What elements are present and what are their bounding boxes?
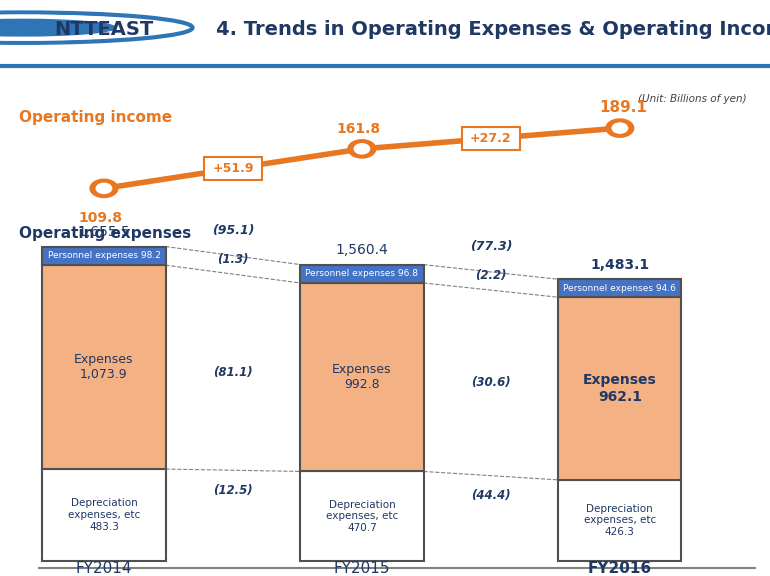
Text: Personnel expenses 98.2: Personnel expenses 98.2 [48, 251, 160, 260]
Text: 1,655.5: 1,655.5 [78, 225, 130, 239]
FancyBboxPatch shape [462, 127, 521, 150]
FancyBboxPatch shape [300, 283, 424, 471]
FancyBboxPatch shape [300, 471, 424, 561]
Text: (95.1): (95.1) [212, 223, 254, 237]
Text: 109.8: 109.8 [78, 211, 122, 225]
Circle shape [96, 183, 112, 194]
Text: FY2014: FY2014 [75, 561, 132, 576]
Text: Personnel expenses 94.6: Personnel expenses 94.6 [564, 284, 676, 293]
Text: 1,560.4: 1,560.4 [336, 243, 388, 257]
Circle shape [606, 119, 634, 137]
Text: +27.2: +27.2 [470, 132, 512, 145]
Text: 161.8: 161.8 [336, 122, 380, 136]
Text: (77.3): (77.3) [470, 240, 512, 253]
FancyBboxPatch shape [42, 265, 166, 469]
Text: (81.1): (81.1) [213, 366, 253, 378]
Text: 189.1: 189.1 [600, 100, 648, 115]
Text: (Unit: Billions of yen): (Unit: Billions of yen) [638, 94, 747, 104]
FancyBboxPatch shape [42, 469, 166, 561]
Text: FY2015: FY2015 [333, 561, 390, 576]
Circle shape [0, 15, 162, 40]
Text: Personnel expenses 96.8: Personnel expenses 96.8 [306, 270, 418, 278]
FancyBboxPatch shape [558, 480, 681, 561]
Text: +51.9: +51.9 [213, 162, 253, 175]
Text: (30.6): (30.6) [471, 376, 511, 389]
Text: (44.4): (44.4) [471, 490, 511, 502]
Text: Operating expenses: Operating expenses [19, 226, 192, 241]
Text: Expenses
992.8: Expenses 992.8 [332, 363, 392, 391]
Circle shape [348, 140, 376, 158]
Text: (2.2): (2.2) [475, 270, 507, 282]
Text: Depreciation
expenses, etc
426.3: Depreciation expenses, etc 426.3 [584, 504, 656, 537]
Circle shape [90, 179, 118, 198]
FancyBboxPatch shape [558, 279, 681, 297]
Text: Expenses
1,073.9: Expenses 1,073.9 [74, 353, 134, 381]
Text: NTTEAST: NTTEAST [54, 20, 153, 39]
FancyBboxPatch shape [300, 264, 424, 283]
FancyBboxPatch shape [42, 247, 166, 265]
Circle shape [354, 144, 370, 154]
FancyBboxPatch shape [204, 157, 262, 180]
Text: Depreciation
expenses, etc
483.3: Depreciation expenses, etc 483.3 [68, 498, 140, 532]
Text: (12.5): (12.5) [213, 484, 253, 497]
Text: Depreciation
expenses, etc
470.7: Depreciation expenses, etc 470.7 [326, 499, 398, 533]
Text: 4. Trends in Operating Expenses & Operating Income: 4. Trends in Operating Expenses & Operat… [216, 20, 770, 39]
Text: Expenses
962.1: Expenses 962.1 [583, 373, 657, 404]
Text: 1,483.1: 1,483.1 [591, 257, 649, 272]
Text: FY2016: FY2016 [588, 561, 652, 576]
Text: (1.3): (1.3) [217, 253, 249, 266]
FancyBboxPatch shape [558, 297, 681, 480]
Circle shape [0, 20, 116, 36]
Circle shape [612, 123, 628, 133]
Text: Operating income: Operating income [19, 109, 172, 124]
